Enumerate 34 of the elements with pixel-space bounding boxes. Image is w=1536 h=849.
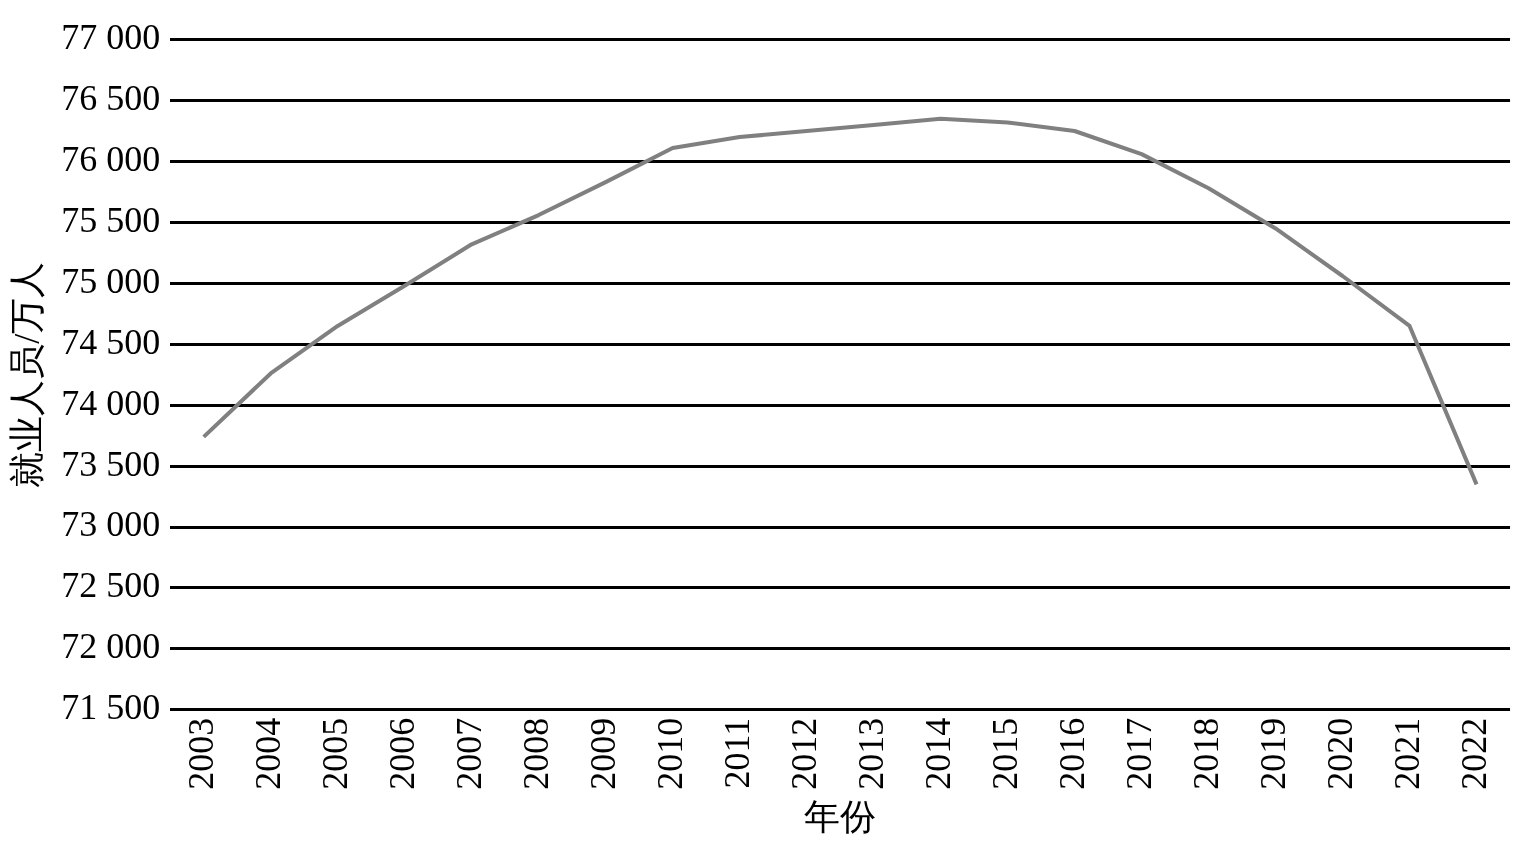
x-tick-label: 2011 (717, 717, 758, 789)
y-tick-label: 77 000 (61, 17, 161, 58)
x-tick-label: 2008 (516, 717, 557, 790)
x-tick-label: 2010 (650, 717, 691, 790)
y-tick-label: 73 000 (61, 504, 161, 545)
x-tick-label: 2003 (181, 717, 222, 790)
y-tick-label: 73 500 (61, 443, 161, 484)
y-axis-title: 就业人员/万人 (7, 261, 48, 488)
y-tick-label: 76 000 (61, 138, 161, 179)
x-tick-label: 2013 (851, 717, 892, 790)
x-tick-label: 2006 (382, 717, 423, 790)
y-tick-label: 76 500 (61, 77, 161, 118)
y-tick-label: 74 000 (61, 382, 161, 423)
x-tick-label: 2014 (918, 717, 959, 790)
x-tick-label: 2009 (583, 717, 624, 790)
x-axis-title: 年份 (804, 796, 877, 837)
x-tick-label: 2015 (985, 717, 1026, 790)
x-tick-label: 2022 (1454, 717, 1494, 790)
x-tick-label: 2020 (1320, 717, 1361, 790)
x-tick-label: 2016 (1052, 717, 1093, 790)
y-tick-label: 74 500 (61, 321, 161, 362)
y-tick-label: 75 500 (61, 199, 161, 240)
x-tick-label: 2021 (1387, 717, 1428, 790)
y-tick-label: 72 000 (61, 626, 161, 667)
x-tick-label: 2019 (1253, 717, 1294, 790)
y-tick-label: 71 500 (61, 687, 161, 728)
x-tick-label: 2005 (315, 717, 356, 790)
x-tick-label: 2007 (449, 717, 490, 790)
y-tick-label: 72 500 (61, 565, 161, 606)
y-tick-label: 75 000 (61, 260, 161, 301)
x-tick-label: 2017 (1119, 717, 1160, 790)
x-tick-label: 2018 (1186, 717, 1227, 790)
x-tick-label: 2012 (784, 717, 825, 790)
x-tick-label: 2004 (248, 717, 289, 790)
